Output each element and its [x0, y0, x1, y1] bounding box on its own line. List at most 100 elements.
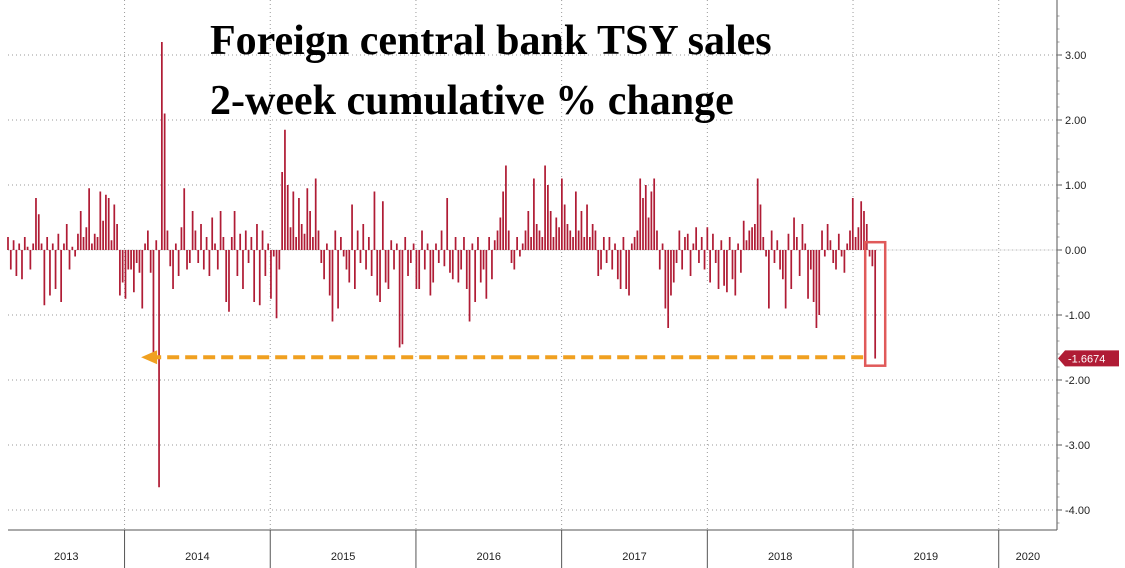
- bar: [781, 250, 784, 280]
- bar: [549, 211, 552, 250]
- bar: [258, 250, 261, 306]
- bar: [390, 240, 393, 250]
- bar: [734, 250, 737, 296]
- bar: [194, 230, 197, 250]
- y-tick-label: 0.00: [1065, 245, 1086, 257]
- bar: [807, 250, 809, 299]
- bar: [692, 243, 695, 250]
- y-tick-label: -4.00: [1065, 505, 1090, 517]
- bar: [9, 250, 12, 270]
- bar: [843, 250, 846, 273]
- bar: [49, 250, 51, 296]
- bar: [737, 243, 739, 250]
- bar: [387, 250, 390, 289]
- bar: [272, 250, 275, 257]
- bar: [826, 224, 829, 250]
- bar: [197, 250, 200, 263]
- bar: [865, 224, 868, 250]
- bar: [261, 230, 264, 250]
- bar: [723, 250, 725, 286]
- bar: [93, 233, 96, 250]
- bar: [678, 230, 681, 250]
- bar: [317, 230, 320, 250]
- bar: [443, 250, 446, 267]
- bar: [149, 250, 152, 273]
- x-tick-label: 2019: [914, 551, 938, 563]
- bar: [236, 250, 239, 276]
- bar: [465, 250, 468, 289]
- bar: [731, 250, 734, 280]
- bar: [558, 227, 560, 250]
- bar: [726, 250, 728, 293]
- bar: [742, 220, 745, 250]
- bar: [398, 250, 401, 348]
- y-tick-label: 3.00: [1065, 50, 1086, 62]
- bar: [513, 250, 516, 270]
- bar: [113, 204, 116, 250]
- bar: [284, 129, 286, 250]
- bar: [23, 237, 26, 250]
- bar: [40, 243, 43, 250]
- bar: [340, 237, 342, 250]
- bar: [309, 211, 311, 250]
- bar: [703, 250, 706, 270]
- bar: [107, 198, 110, 250]
- bar: [628, 250, 630, 296]
- bar: [18, 243, 21, 250]
- bar: [759, 204, 762, 250]
- bar: [681, 250, 684, 270]
- bar: [740, 250, 742, 273]
- horizontal-gridlines: [8, 54, 1057, 511]
- bar: [661, 243, 664, 250]
- bar: [91, 243, 93, 250]
- bar: [689, 250, 692, 276]
- y-tick-label: 2.00: [1065, 115, 1086, 127]
- bar: [765, 250, 767, 257]
- bar: [367, 237, 370, 250]
- bar: [793, 217, 795, 250]
- bar: [491, 250, 493, 280]
- bar: [418, 250, 421, 289]
- bar: [580, 211, 583, 250]
- x-tick-label: 2017: [622, 551, 646, 563]
- bar: [706, 227, 709, 250]
- bar: [611, 250, 614, 270]
- bar: [21, 250, 23, 280]
- bar: [751, 227, 753, 250]
- bar: [133, 250, 135, 293]
- bar: [15, 250, 18, 276]
- bar: [479, 250, 482, 283]
- bar: [871, 250, 874, 267]
- bar: [412, 243, 415, 250]
- last-value-tag: [1058, 350, 1119, 367]
- bar: [244, 230, 247, 250]
- bar: [191, 211, 194, 250]
- bar: [720, 240, 723, 250]
- bar: [228, 250, 230, 312]
- bar: [468, 250, 471, 322]
- bar: [616, 250, 619, 280]
- bar: [451, 250, 454, 280]
- bar: [457, 250, 460, 283]
- bar: [250, 237, 253, 250]
- bar: [370, 250, 373, 276]
- bar: [795, 237, 798, 250]
- bar: [334, 230, 337, 250]
- bar: [505, 165, 507, 250]
- bar: [186, 250, 188, 270]
- bar: [471, 243, 474, 250]
- bar: [286, 185, 289, 250]
- bar: [530, 237, 532, 250]
- bar: [653, 178, 656, 250]
- bar: [141, 250, 144, 309]
- bar: [54, 250, 57, 289]
- bar: [460, 250, 463, 270]
- bar: [717, 250, 720, 289]
- bar: [169, 250, 172, 267]
- x-tick-label: 2016: [477, 551, 501, 563]
- bar: [535, 224, 538, 250]
- bar: [597, 250, 600, 276]
- bar: [521, 243, 524, 250]
- bar: [835, 250, 837, 270]
